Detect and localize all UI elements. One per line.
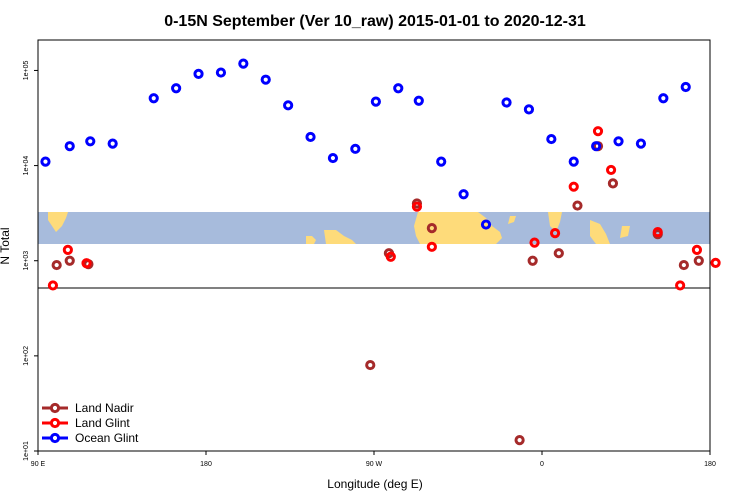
ocean-glint-point bbox=[370, 96, 381, 107]
ocean-glint-point bbox=[546, 133, 557, 145]
ocean-glint-point bbox=[501, 97, 512, 108]
land-glint-point bbox=[568, 181, 579, 192]
ocean-glint-point bbox=[568, 156, 579, 167]
x-tick-label: 180 bbox=[200, 461, 212, 468]
map-band bbox=[38, 212, 710, 244]
ocean-glint-point bbox=[613, 136, 624, 147]
y-tick-label: 1e+02 bbox=[23, 346, 30, 366]
land-nadir-point bbox=[553, 248, 564, 259]
land-glint-point bbox=[47, 280, 59, 291]
y-axis: 1e+01 1e+02 1e+03 1e+04 1e+05 bbox=[23, 61, 38, 461]
land-glint-point bbox=[529, 237, 540, 248]
land-nadir-point bbox=[527, 255, 538, 266]
ocean-glint-point bbox=[107, 138, 118, 149]
ocean-glint-point bbox=[40, 156, 51, 167]
land-nadir-point bbox=[51, 259, 62, 271]
land-nadir-point bbox=[678, 259, 689, 271]
ocean-glint-point bbox=[238, 58, 249, 69]
plot-frame bbox=[37, 39, 711, 452]
legend-label-land-nadir: Land Nadir bbox=[75, 401, 134, 415]
land-nadir-point bbox=[572, 200, 583, 211]
land-nadir-point bbox=[693, 255, 704, 266]
y-tick-label: 1e+01 bbox=[23, 441, 30, 461]
ocean-glint-point bbox=[148, 93, 159, 104]
y-axis-label: N Total bbox=[0, 227, 12, 264]
land-nadir-point bbox=[607, 178, 619, 189]
land-nadir-point bbox=[426, 223, 437, 234]
ocean-glint-point bbox=[413, 95, 424, 106]
ocean-glint-point bbox=[635, 138, 647, 149]
y-tick-label: 1e+04 bbox=[23, 156, 30, 176]
land-glint-point bbox=[592, 126, 604, 137]
y-tick-label: 1e+03 bbox=[23, 251, 30, 271]
ocean-glint-point bbox=[658, 93, 669, 104]
chart-title: 0-15N September (Ver 10_raw) 2015-01-01 … bbox=[164, 13, 586, 30]
ocean-glint-point bbox=[591, 141, 602, 152]
x-axis-label: Longitude (deg E) bbox=[327, 477, 422, 491]
land-glint-point bbox=[385, 251, 396, 262]
ocean-glint-point bbox=[260, 74, 271, 85]
ocean-glint-point bbox=[680, 81, 691, 93]
ocean-glint-point bbox=[523, 104, 535, 115]
ocean-glint-point bbox=[215, 67, 227, 78]
land-glint-point bbox=[411, 201, 423, 212]
ocean-glint-point bbox=[85, 136, 96, 147]
land-glint-point bbox=[549, 228, 561, 239]
ocean-glint-point bbox=[436, 156, 447, 167]
legend-label-ocean-glint: Ocean Glint bbox=[75, 431, 139, 445]
land-glint-point bbox=[426, 241, 437, 252]
land-glint-point bbox=[675, 280, 686, 291]
x-axis: 90 E 180 90 W 0 180 bbox=[31, 451, 716, 468]
legend-marker-land-nadir bbox=[49, 402, 61, 414]
ocean-glint-point bbox=[393, 83, 404, 94]
x-tick-label: 180 bbox=[704, 461, 716, 468]
ocean-glint-point bbox=[283, 100, 294, 111]
land-glint-point bbox=[62, 244, 73, 255]
land-nadir-point bbox=[365, 359, 376, 371]
land-nadir-point bbox=[514, 435, 525, 446]
ocean-glint-point bbox=[64, 141, 75, 152]
ocean-glint-point bbox=[458, 189, 469, 200]
land-glint-point bbox=[710, 257, 721, 268]
ocean-glint-point bbox=[305, 131, 316, 143]
legend-marker-land-glint bbox=[49, 417, 61, 429]
legend-label-land-glint: Land Glint bbox=[75, 416, 130, 430]
land-nadir-point bbox=[64, 255, 75, 266]
legend-marker-ocean-glint bbox=[49, 432, 61, 444]
y-tick-label: 1e+05 bbox=[23, 61, 30, 81]
map-band-ocean bbox=[38, 212, 710, 244]
ocean-glint-point bbox=[327, 152, 339, 164]
land-glint-point bbox=[652, 226, 663, 238]
land-glint-point bbox=[605, 164, 617, 176]
land-glint-point bbox=[691, 244, 703, 255]
x-tick-label: 90 W bbox=[366, 461, 383, 468]
data-points bbox=[40, 58, 721, 446]
x-tick-label: 90 E bbox=[31, 461, 46, 468]
x-tick-label: 0 bbox=[540, 461, 544, 468]
land-glint-point bbox=[81, 258, 92, 269]
ocean-glint-point bbox=[193, 68, 204, 79]
ocean-glint-point bbox=[480, 219, 492, 230]
ocean-glint-point bbox=[350, 143, 361, 154]
ocean-glint-point bbox=[171, 83, 182, 94]
